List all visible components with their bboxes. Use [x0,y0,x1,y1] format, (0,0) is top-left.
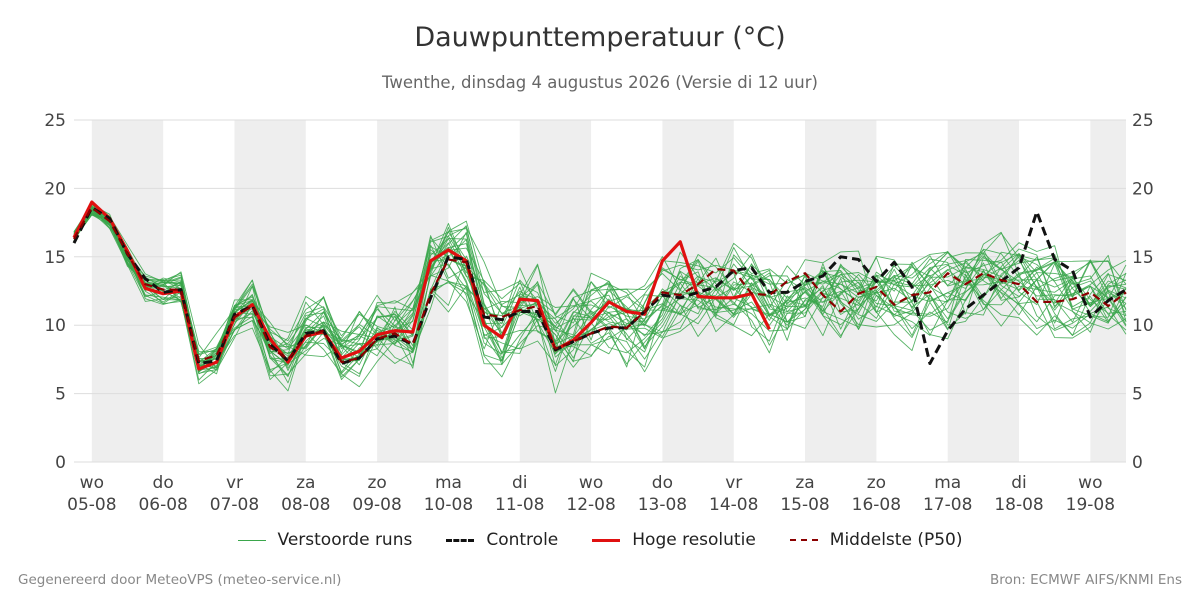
x-tick-day: za [795,473,814,493]
y-tick-labels: 0 0 5 5 10 10 15 15 20 20 25 25 [44,111,1153,473]
control-line [72,206,1127,365]
x-tick-day: do [153,473,174,493]
x-tick-date: 05-08 [67,495,116,515]
x-tick-date: 10-08 [424,495,473,515]
y-tick-label-right: 25 [1132,111,1154,131]
member-line [73,206,1127,373]
footer-source: Bron: ECMWF AIFS/KNMI Ens [989,572,1182,588]
x-tick-date: 11-08 [495,495,544,515]
x-tick-date: 14-08 [709,495,758,515]
legend-item-control: Controle [446,530,558,550]
legend-label-control: Controle [486,530,559,550]
x-tick-date: 09-08 [352,495,401,515]
y-tick-label-left: 25 [44,111,66,131]
x-tick-day: di [512,473,528,493]
y-tick-label-left: 15 [44,248,66,268]
x-tick-day: wo [80,473,104,493]
y-tick-label-right: 10 [1132,316,1154,336]
legend-swatch-members [237,539,266,541]
member-line [73,206,1127,367]
member-line [73,205,1127,367]
member-line [73,207,1127,381]
chart-subtitle: Twenthe, dinsdag 4 augustus 2026 (Versie… [382,73,818,92]
member-line [73,207,1127,375]
x-tick-date: 13-08 [638,495,687,515]
member-line [73,208,1127,371]
legend-label-median: Middelste (P50) [829,530,963,550]
median-line [73,206,1127,364]
x-tick-date: 17-08 [923,495,972,515]
x-tick-day: vr [725,473,742,493]
legend-item-median: Middelste (P50) [789,530,963,550]
member-line [73,213,1127,392]
x-tick-date: 07-08 [210,495,259,515]
x-tick-date: 15-08 [780,495,829,515]
x-tick-day: ma [934,473,961,493]
legend-item-members: Verstoorde runs [237,530,413,550]
x-tick-day: zo [367,473,386,493]
x-tick-day: vr [226,473,243,493]
y-tick-label-right: 20 [1132,179,1154,199]
legend-item-hires: Hoge resolutie [592,530,756,550]
legend-swatch-median [789,539,818,541]
y-tick-label-right: 5 [1132,385,1143,405]
day-band [947,120,1020,462]
x-tick-date: 08-08 [281,495,330,515]
x-tick-day: za [296,473,315,493]
legend-swatch-control [446,538,475,542]
x-tick-date: 06-08 [138,495,187,515]
x-tick-date: 12-08 [566,495,615,515]
y-tick-label-left: 20 [44,179,66,199]
weekend-bands [91,120,1126,462]
chart-title: Dauwpunttemperatuur (°C) [414,22,786,53]
x-tick-date: 16-08 [852,495,901,515]
day-band [234,120,306,462]
y-tick-label-left: 10 [44,316,66,336]
member-line [73,207,1127,372]
x-tick-day: di [1011,473,1027,493]
member-lines [73,203,1127,394]
legend-label-hires: Hoge resolutie [632,530,756,550]
footer-generated-by[interactable]: Gegenereerd door MeteoVPS (meteo-service… [18,572,342,588]
y-tick-label-left: 0 [55,453,66,473]
legend-swatch-hires [592,538,621,542]
main-lines [72,200,1127,371]
legend: Verstoorde runs Controle Hoge resolutie … [0,530,1200,550]
member-line [73,208,1127,369]
x-tick-day: do [652,473,673,493]
x-tick-date: 19-08 [1066,495,1115,515]
y-tick-label-left: 5 [55,385,66,405]
member-line [73,204,1127,369]
x-tick-labels: wo05-08do06-08vr07-08za08-08zo09-08ma10-… [67,473,1115,515]
y-tick-label-right: 15 [1132,248,1154,268]
y-tick-label-right: 0 [1132,453,1143,473]
legend-label-members: Verstoorde runs [277,530,413,550]
x-tick-day: zo [867,473,886,493]
x-tick-day: wo [579,473,603,493]
x-tick-day: wo [1078,473,1102,493]
x-tick-date: 18-08 [994,495,1043,515]
x-tick-day: ma [435,473,462,493]
member-line [73,208,1127,394]
day-band [377,120,449,462]
